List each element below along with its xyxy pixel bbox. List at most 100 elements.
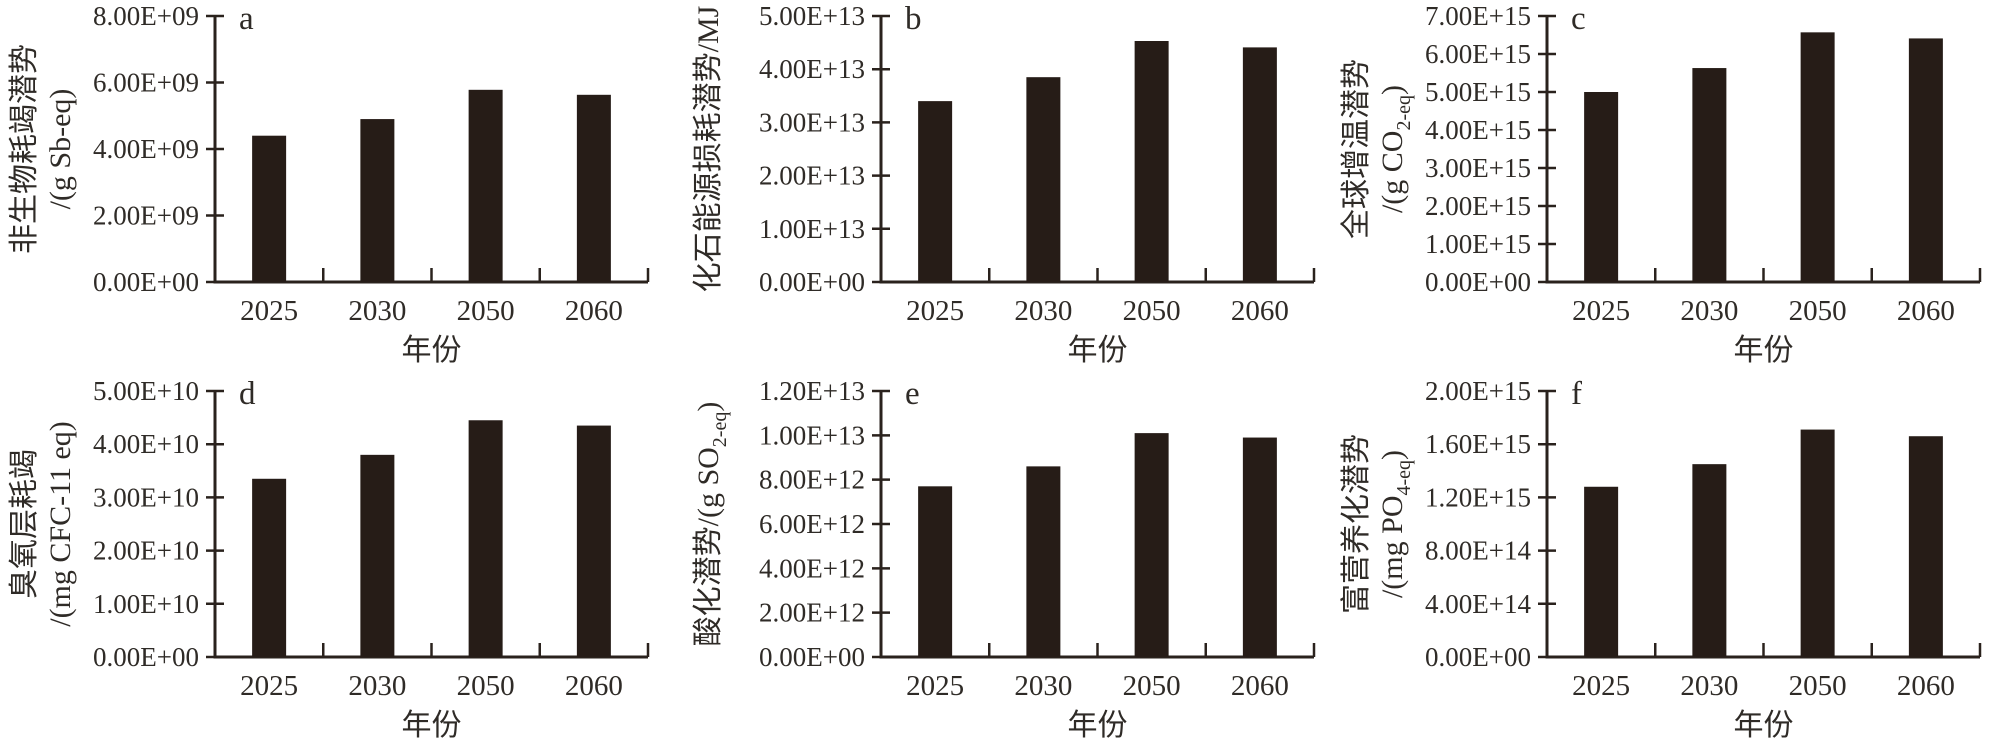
x-tick-label: 2030 bbox=[1680, 670, 1738, 702]
y-tick-label: 1.20E+13 bbox=[759, 376, 865, 406]
y-tick-label: 6.00E+12 bbox=[759, 509, 865, 539]
y-tick-label: 1.60E+15 bbox=[1425, 429, 1531, 459]
bar-2050 bbox=[1800, 429, 1835, 657]
y-tick-label: 4.00E+09 bbox=[93, 134, 199, 164]
panel-letter: e bbox=[905, 376, 920, 412]
y-tick-label: 2.00E+10 bbox=[93, 536, 199, 566]
y-tick-label: 3.00E+10 bbox=[93, 482, 199, 512]
x-tick-label: 2025 bbox=[1572, 295, 1630, 327]
chart-svg-b: 化石能源损耗潜势/MJ 0.00E+00 1.00E+13 2.00E+13 3.00E… bbox=[692, 1, 1316, 367]
bar-2030 bbox=[360, 119, 395, 282]
axis-line bbox=[213, 391, 648, 659]
y-tick-label: 0.00E+00 bbox=[93, 642, 199, 672]
y-axis-label-line: 酸化潜势/(g SO2-eq) bbox=[692, 402, 731, 647]
x-tick-label: 2030 bbox=[1014, 295, 1072, 327]
chart-svg-f: 富营养化潜势/(mg PO4-eq) 0.00E+00 4.00E+14 8.00E+… bbox=[1340, 376, 1982, 742]
x-tick-label: 2030 bbox=[1680, 295, 1738, 327]
y-tick-label: 5.00E+13 bbox=[759, 1, 865, 31]
bar-2025 bbox=[252, 478, 287, 657]
panel-letter: a bbox=[239, 1, 254, 37]
x-tick-label: 2050 bbox=[1789, 295, 1847, 327]
x-tick-label: 2060 bbox=[1897, 295, 1955, 327]
x-axis-title: 年份 bbox=[1068, 334, 1128, 367]
chart-svg-d: 臭氧层耗竭/(mg CFC-11 eq) 0.00E+00 1.00E+10 2.00… bbox=[8, 376, 650, 742]
x-tick-label: 2060 bbox=[1231, 295, 1289, 327]
axis-line bbox=[879, 391, 1314, 659]
y-tick-label: 6.00E+15 bbox=[1425, 39, 1531, 69]
x-tick-label: 2050 bbox=[457, 295, 515, 327]
y-tick-label: 5.00E+10 bbox=[93, 376, 199, 406]
chart-svg-e: 酸化潜势/(g SO2-eq) 0.00E+00 2.00E+12 4.00E+12 6… bbox=[692, 376, 1316, 742]
x-tick-label: 2030 bbox=[348, 670, 406, 702]
chart-panel-b: 化石能源损耗潜势/MJ 0.00E+00 1.00E+13 2.00E+13 3.00E… bbox=[666, 0, 1332, 375]
axis-line bbox=[1545, 391, 1980, 659]
y-tick-label: 4.00E+14 bbox=[1425, 589, 1531, 619]
x-tick-label: 2050 bbox=[1123, 670, 1181, 702]
chart-svg-a: 非生物耗竭潜势/(g Sb-eq) 0.00E+00 2.00E+09 4.00E+0… bbox=[8, 1, 650, 367]
bar-2030 bbox=[1692, 464, 1727, 657]
y-tick-label: 3.00E+15 bbox=[1425, 153, 1531, 183]
bar-2060 bbox=[1908, 436, 1943, 657]
y-tick-label: 1.00E+13 bbox=[759, 420, 865, 450]
x-tick-label: 2060 bbox=[565, 295, 623, 327]
x-axis-title: 年份 bbox=[1734, 334, 1794, 367]
chart-panel-a: 非生物耗竭潜势/(g Sb-eq) 0.00E+00 2.00E+09 4.00E+0… bbox=[0, 0, 666, 375]
bar-2025 bbox=[1584, 92, 1619, 282]
y-tick-label: 4.00E+15 bbox=[1425, 115, 1531, 145]
y-tick-label: 4.00E+13 bbox=[759, 54, 865, 84]
y-tick-label: 1.00E+13 bbox=[759, 214, 865, 244]
panel-letter: c bbox=[1571, 1, 1586, 37]
x-tick-label: 2050 bbox=[1123, 295, 1181, 327]
y-axis-label-line: 富营养化潜势 bbox=[1340, 434, 1373, 614]
y-axis-label-line: 全球增温潜势 bbox=[1340, 59, 1373, 239]
y-tick-label: 0.00E+00 bbox=[1425, 642, 1531, 672]
bar-2030 bbox=[360, 454, 395, 657]
x-axis-title: 年份 bbox=[1734, 709, 1794, 742]
axis-line bbox=[213, 16, 648, 284]
panel-letter: f bbox=[1571, 376, 1582, 412]
y-tick-label: 2.00E+15 bbox=[1425, 376, 1531, 406]
bar-2050 bbox=[1800, 32, 1835, 283]
y-axis-label-line: 非生物耗竭潜势 bbox=[8, 44, 41, 254]
bar-2025 bbox=[252, 135, 287, 282]
chart-panel-e: 酸化潜势/(g SO2-eq) 0.00E+00 2.00E+12 4.00E+12 6… bbox=[666, 375, 1332, 750]
x-tick-label: 2050 bbox=[457, 670, 515, 702]
bar-2060 bbox=[1242, 437, 1277, 657]
x-tick-label: 2030 bbox=[348, 295, 406, 327]
chart-panel-c: 全球增温潜势/(g CO2-eq) 0.00E+00 1.00E+15 2.00E+1… bbox=[1332, 0, 1998, 375]
axis-line bbox=[879, 16, 1314, 284]
bar-2030 bbox=[1026, 77, 1061, 283]
y-tick-label: 8.00E+14 bbox=[1425, 536, 1531, 566]
y-tick-label: 0.00E+00 bbox=[93, 267, 199, 297]
y-axis-label-line: 化石能源损耗潜势/MJ bbox=[692, 5, 725, 292]
bar-2025 bbox=[918, 101, 953, 283]
x-tick-label: 2050 bbox=[1789, 670, 1847, 702]
x-tick-label: 2025 bbox=[240, 670, 298, 702]
chart-panel-d: 臭氧层耗竭/(mg CFC-11 eq) 0.00E+00 1.00E+10 2.00… bbox=[0, 375, 666, 750]
y-tick-label: 7.00E+15 bbox=[1425, 1, 1531, 31]
bar-2060 bbox=[1242, 47, 1277, 282]
x-tick-label: 2060 bbox=[1231, 670, 1289, 702]
y-tick-label: 1.20E+15 bbox=[1425, 482, 1531, 512]
bar-2025 bbox=[1584, 486, 1619, 657]
y-tick-label: 2.00E+12 bbox=[759, 598, 865, 628]
bar-2030 bbox=[1026, 466, 1061, 657]
bar-2050 bbox=[1134, 433, 1169, 657]
x-tick-label: 2025 bbox=[240, 295, 298, 327]
bar-2050 bbox=[1134, 41, 1169, 283]
y-tick-label: 6.00E+09 bbox=[93, 68, 199, 98]
bar-2060 bbox=[1908, 38, 1943, 282]
bar-2025 bbox=[918, 486, 953, 657]
x-tick-label: 2030 bbox=[1014, 670, 1072, 702]
axis-line bbox=[1545, 16, 1980, 284]
y-tick-label: 2.00E+13 bbox=[759, 161, 865, 191]
bar-2050 bbox=[468, 420, 503, 657]
bar-2030 bbox=[1692, 68, 1727, 282]
x-tick-label: 2060 bbox=[1897, 670, 1955, 702]
bar-2060 bbox=[576, 94, 611, 283]
x-tick-label: 2060 bbox=[565, 670, 623, 702]
y-tick-label: 0.00E+00 bbox=[759, 267, 865, 297]
y-tick-label: 1.00E+10 bbox=[93, 589, 199, 619]
y-axis-label-line: /(mg PO4-eq) bbox=[1376, 450, 1415, 598]
